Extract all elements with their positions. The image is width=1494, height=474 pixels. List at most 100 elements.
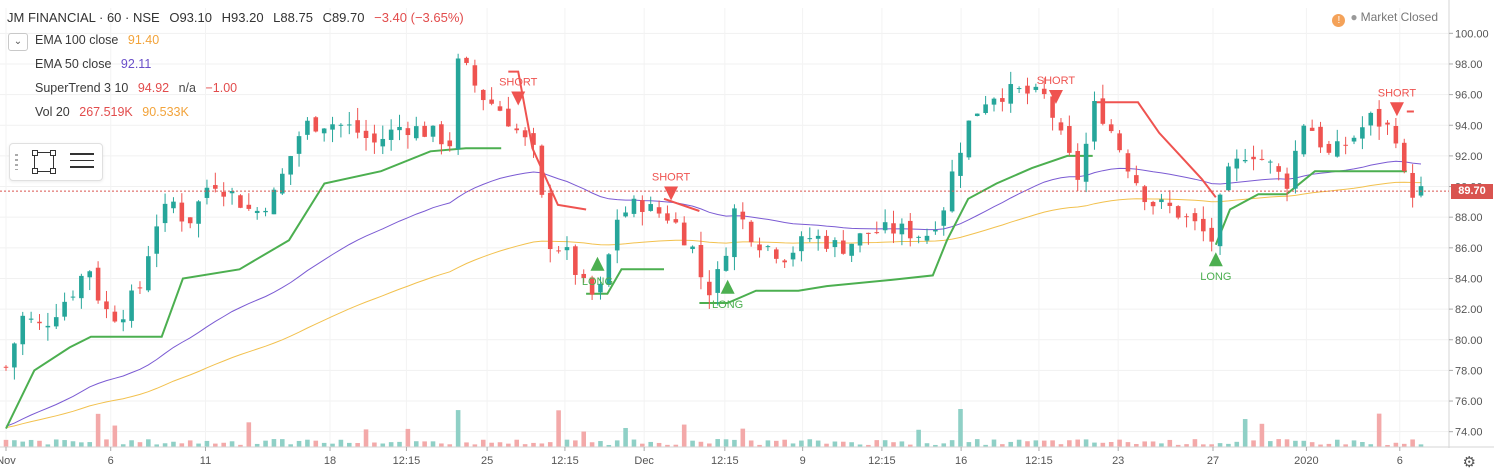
- candle-body: [539, 145, 545, 195]
- ema-100-path: [5, 181, 1422, 429]
- settings-lines-icon[interactable]: [70, 153, 94, 171]
- volume-bar: [807, 439, 813, 447]
- candle-body: [129, 290, 134, 321]
- volume-bar: [1293, 440, 1298, 447]
- x-tick-label: 6: [1397, 455, 1403, 467]
- candle-body: [1184, 216, 1189, 218]
- candle-body: [815, 235, 821, 239]
- supertrend-segment: [5, 147, 502, 430]
- candle-body: [338, 124, 344, 126]
- candle-body: [1083, 143, 1089, 182]
- symbol-header: JM FINANCIAL · 60 · NSE O93.10 H93.20 L8…: [7, 10, 464, 25]
- candle-body: [187, 217, 193, 224]
- candle-body: [874, 232, 880, 234]
- volume-bar: [455, 410, 461, 447]
- volume-bar: [1226, 443, 1231, 447]
- candle-body: [715, 269, 720, 293]
- y-tick-label: 74.00: [1455, 427, 1483, 439]
- candle-body: [330, 124, 335, 130]
- volume-bar: [1159, 443, 1164, 447]
- volume-bar: [1184, 444, 1189, 447]
- candle-body: [447, 140, 453, 147]
- legend-volume[interactable]: Vol 20 267.519K 90.533K: [35, 105, 189, 119]
- candle-body: [305, 120, 310, 135]
- candle-body: [581, 273, 587, 279]
- y-tick-label: 96.00: [1455, 90, 1483, 102]
- volume-bar: [1385, 444, 1390, 447]
- volume-bar: [1284, 439, 1290, 447]
- volume-bar: [413, 441, 419, 447]
- volume-bar: [857, 444, 863, 447]
- volume-bar: [1259, 423, 1265, 447]
- volume-bar: [1050, 440, 1055, 447]
- legend-collapse-button[interactable]: ⌄: [8, 33, 28, 51]
- volume-bar: [907, 444, 913, 447]
- rectangle-tool-icon[interactable]: [32, 150, 56, 174]
- legend-supertrend[interactable]: SuperTrend 3 10 94.92 n/a −1.00: [35, 81, 238, 95]
- candle-body: [648, 204, 653, 211]
- y-tick-label: 78.00: [1455, 365, 1483, 377]
- supertrend-segment: [508, 70, 587, 211]
- candle-body: [573, 246, 578, 275]
- candle-body: [564, 247, 570, 251]
- interval[interactable]: 60: [106, 10, 122, 25]
- candle-body: [62, 301, 67, 317]
- chart-grid: [0, 8, 1449, 447]
- volume-bar: [522, 444, 528, 447]
- short-signal-arrow: [664, 186, 679, 201]
- y-tick-label: 92.00: [1455, 151, 1483, 163]
- volume-bar: [380, 443, 386, 447]
- candle-body: [665, 213, 670, 221]
- volume-bar: [346, 442, 352, 447]
- drawing-toolbox[interactable]: [9, 143, 103, 181]
- candle-body: [87, 271, 93, 278]
- x-tick-label: 12:15: [1025, 455, 1053, 467]
- symbol-name[interactable]: JM FINANCIAL: [7, 10, 96, 25]
- volume-bar: [447, 444, 453, 447]
- volume-bar: [1000, 444, 1005, 447]
- candle-body: [974, 113, 980, 117]
- ema-50-path: [5, 160, 1422, 427]
- drag-handle-icon[interactable]: [15, 154, 18, 170]
- candle-body: [472, 65, 478, 86]
- candle-body: [907, 220, 913, 239]
- volume-bar: [514, 439, 520, 447]
- long-signal-label: LONG: [582, 276, 613, 288]
- candle-body: [1385, 122, 1390, 125]
- volume-bar: [815, 440, 821, 447]
- candle-body: [656, 207, 662, 214]
- volume-bar: [966, 442, 972, 447]
- supertrend-segment: [1214, 170, 1407, 246]
- volume-bar: [95, 413, 101, 447]
- volume-bar: [472, 444, 478, 447]
- volume-bar: [1268, 441, 1273, 447]
- exchange: NSE: [132, 10, 160, 25]
- legend-ema100[interactable]: EMA 100 close 91.40: [35, 33, 160, 47]
- volume-bar: [3, 439, 9, 447]
- volume-bar: [280, 439, 285, 447]
- candle-body: [37, 321, 42, 324]
- legend-ema50[interactable]: EMA 50 close 92.11: [35, 57, 152, 71]
- volume-bar: [916, 429, 921, 447]
- volume-bar: [665, 444, 670, 447]
- candle-body: [363, 130, 369, 138]
- candle-body: [631, 198, 637, 214]
- volume-bar: [1025, 441, 1030, 447]
- candle-body: [606, 254, 612, 285]
- candle-body: [740, 211, 746, 220]
- x-tick-label: 11: [200, 455, 211, 467]
- volume-bar: [305, 439, 310, 447]
- long-signal-arrow: [1208, 252, 1223, 267]
- candle-body: [1293, 150, 1298, 189]
- candle-body: [832, 240, 838, 248]
- candle-body: [774, 249, 779, 259]
- candle-body: [104, 301, 109, 310]
- volume-bar: [1108, 441, 1114, 447]
- volume-bar: [1192, 439, 1198, 447]
- gear-icon[interactable]: ⚙: [1462, 454, 1476, 471]
- candle-body: [95, 267, 101, 301]
- x-tick-label: 12:15: [868, 455, 896, 467]
- volume-bar: [405, 428, 411, 447]
- candle-body: [681, 222, 687, 246]
